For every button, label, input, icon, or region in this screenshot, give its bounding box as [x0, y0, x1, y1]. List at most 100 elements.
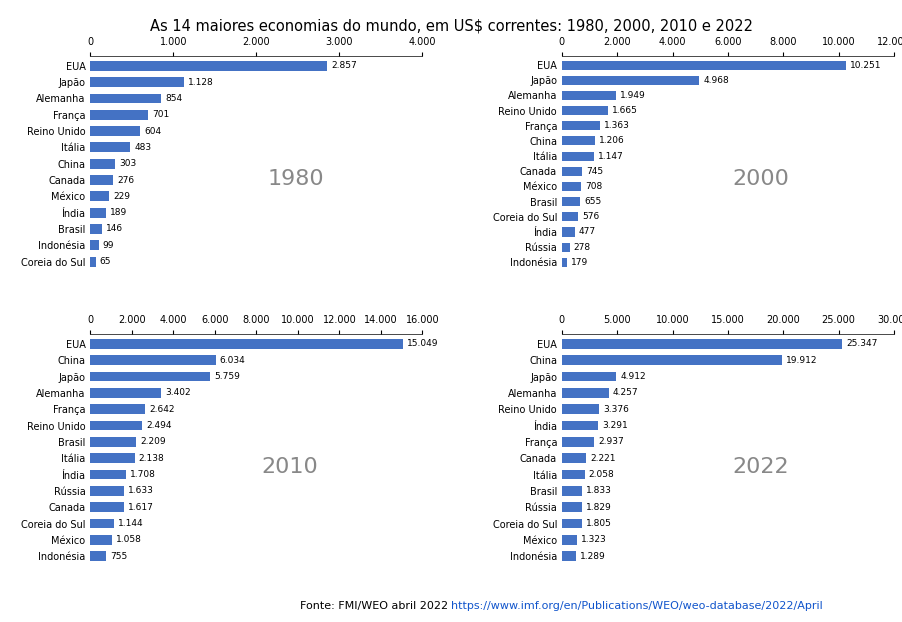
- Text: 278: 278: [573, 243, 590, 252]
- Bar: [90, 93, 161, 103]
- Text: 2000: 2000: [732, 169, 788, 190]
- Bar: [90, 61, 327, 71]
- Bar: [90, 240, 98, 250]
- Bar: [561, 339, 842, 349]
- Text: 179: 179: [570, 258, 587, 267]
- Bar: [561, 371, 615, 381]
- Text: 1.147: 1.147: [597, 152, 622, 160]
- Bar: [561, 136, 594, 146]
- Text: 477: 477: [578, 228, 595, 236]
- Bar: [90, 175, 113, 185]
- Bar: [90, 126, 141, 136]
- Text: 25.347: 25.347: [845, 340, 877, 348]
- Text: 1980: 1980: [268, 169, 324, 189]
- Bar: [561, 258, 566, 267]
- Text: 1.144: 1.144: [118, 519, 143, 528]
- Text: 2.138: 2.138: [139, 453, 164, 463]
- Bar: [90, 192, 109, 202]
- Text: 2.209: 2.209: [140, 437, 166, 447]
- Bar: [561, 106, 607, 115]
- Text: 4.257: 4.257: [612, 388, 638, 397]
- Bar: [90, 420, 142, 430]
- Text: 10.251: 10.251: [849, 60, 880, 70]
- Bar: [90, 551, 106, 561]
- Bar: [561, 388, 608, 397]
- Text: 99: 99: [103, 241, 114, 250]
- Text: 189: 189: [110, 208, 127, 217]
- Bar: [561, 503, 582, 512]
- Text: 745: 745: [585, 167, 603, 176]
- Text: 2.058: 2.058: [588, 470, 613, 479]
- Text: 655: 655: [584, 197, 601, 206]
- Text: 2010: 2010: [261, 457, 318, 477]
- Bar: [561, 60, 844, 70]
- Text: 708: 708: [584, 182, 602, 191]
- Text: 1.833: 1.833: [585, 486, 612, 495]
- Text: https://www.imf.org/en/Publications/WEO/weo-database/2022/April: https://www.imf.org/en/Publications/WEO/…: [451, 601, 823, 611]
- Text: 1.058: 1.058: [116, 536, 142, 544]
- Bar: [90, 224, 102, 234]
- Bar: [90, 371, 209, 381]
- Text: 3.291: 3.291: [602, 421, 628, 430]
- Bar: [561, 453, 585, 463]
- Text: 5.759: 5.759: [214, 372, 239, 381]
- Bar: [561, 486, 582, 496]
- Text: 4.968: 4.968: [703, 76, 728, 85]
- Bar: [561, 121, 599, 131]
- Text: As 14 maiores economias do mundo, em US$ correntes: 1980, 2000, 2010 e 2022: As 14 maiores economias do mundo, em US$…: [150, 19, 752, 34]
- Text: 1.633: 1.633: [128, 486, 154, 495]
- Bar: [561, 76, 698, 85]
- Bar: [90, 503, 124, 512]
- Text: 2.494: 2.494: [146, 421, 171, 430]
- Bar: [90, 339, 402, 349]
- Text: 1.665: 1.665: [612, 106, 637, 115]
- Text: 1.617: 1.617: [128, 503, 153, 512]
- Text: 2.937: 2.937: [598, 437, 623, 447]
- Text: 1.128: 1.128: [188, 78, 214, 86]
- Bar: [90, 519, 114, 529]
- Text: 1.805: 1.805: [585, 519, 611, 528]
- Bar: [90, 388, 161, 397]
- Bar: [90, 404, 145, 414]
- Text: 1.289: 1.289: [579, 552, 605, 560]
- Text: 19.912: 19.912: [786, 356, 817, 364]
- Bar: [561, 519, 581, 529]
- Bar: [90, 110, 148, 119]
- Text: 3.376: 3.376: [603, 405, 629, 414]
- Bar: [90, 159, 115, 169]
- Bar: [90, 142, 130, 152]
- Bar: [561, 437, 594, 447]
- Bar: [90, 355, 216, 365]
- Bar: [90, 486, 124, 496]
- Text: 146: 146: [106, 225, 124, 233]
- Bar: [90, 453, 134, 463]
- Text: 1.949: 1.949: [619, 91, 645, 100]
- Text: 6.034: 6.034: [219, 356, 245, 364]
- Text: 1.206: 1.206: [599, 136, 624, 146]
- Bar: [561, 212, 577, 221]
- Bar: [561, 404, 599, 414]
- Text: 276: 276: [117, 175, 134, 185]
- Bar: [90, 437, 136, 447]
- Text: 303: 303: [119, 159, 136, 168]
- Bar: [90, 470, 125, 480]
- Bar: [90, 77, 184, 87]
- Text: 2.857: 2.857: [331, 62, 357, 70]
- Text: 604: 604: [144, 126, 161, 136]
- Text: 2.221: 2.221: [590, 453, 615, 463]
- Text: 701: 701: [152, 110, 170, 119]
- Text: 854: 854: [165, 94, 182, 103]
- Text: Fonte: FMI/WEO abril 2022: Fonte: FMI/WEO abril 2022: [299, 601, 451, 611]
- Text: 15.049: 15.049: [406, 340, 437, 348]
- Text: 1.363: 1.363: [603, 121, 629, 130]
- Bar: [561, 535, 575, 545]
- Bar: [90, 208, 106, 218]
- Bar: [561, 420, 598, 430]
- Bar: [561, 228, 575, 236]
- Text: 3.402: 3.402: [165, 388, 190, 397]
- Text: 755: 755: [110, 552, 127, 560]
- Bar: [561, 243, 569, 252]
- Text: 65: 65: [99, 257, 111, 266]
- Text: 1.323: 1.323: [580, 536, 605, 544]
- Bar: [90, 535, 112, 545]
